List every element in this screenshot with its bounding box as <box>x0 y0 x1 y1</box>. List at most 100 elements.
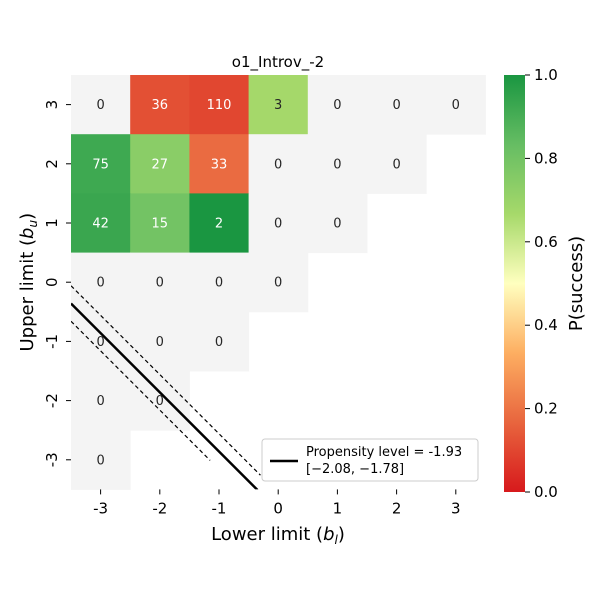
heatmap-cell <box>71 252 131 313</box>
x-tick-label: 0 <box>273 499 283 517</box>
cell-count-label: 0 <box>392 98 400 113</box>
cell-count-label: 0 <box>156 335 164 350</box>
colorbar-tick-label: 0.8 <box>534 149 558 167</box>
heatmap-cell <box>71 193 131 254</box>
x-axis-label-sub: l <box>335 533 339 547</box>
cell-count-label: 33 <box>211 157 228 172</box>
heatmap-cell <box>130 371 190 431</box>
propensity-lines <box>71 285 261 490</box>
colorbar-tick-label: 0.6 <box>534 233 558 251</box>
heatmap-cell <box>248 75 309 135</box>
cell-count-label: 2 <box>215 217 223 232</box>
x-tick-label: 3 <box>451 499 461 517</box>
y-tick-label: -3 <box>43 452 61 467</box>
y-tick-label: -2 <box>43 393 61 408</box>
colorbar: 0.0 0.2 0.4 0.6 0.8 1.0 P(success) <box>504 66 587 501</box>
cell-count-label: 15 <box>152 217 169 232</box>
x-tick-label: -3 <box>93 499 108 517</box>
y-tick-label: -1 <box>43 334 61 349</box>
y-tick-label: 1 <box>43 218 61 228</box>
heatmap-cell <box>426 75 486 135</box>
heatmap-cells: 0 36 110 3 0 0 0 75 27 33 0 0 0 42 15 2 0 0 0 0 0 0 0 0 0 0 0 0 <box>71 75 486 490</box>
y-axis-label-text: Upper limit ( <box>17 239 38 352</box>
heatmap-cell <box>130 134 190 194</box>
x-tick-label: 1 <box>333 499 343 517</box>
y-tick-label: 2 <box>43 159 61 169</box>
heatmap-cell <box>130 75 190 135</box>
cell-count-label: 42 <box>92 217 109 232</box>
heatmap-cell <box>367 134 427 194</box>
heatmap-cell <box>248 193 309 254</box>
heatmap-cell <box>248 134 309 194</box>
legend-label-level: Propensity level = -1.93 <box>306 445 462 460</box>
cell-count-label: 0 <box>333 98 341 113</box>
heatmap-cell <box>130 252 190 313</box>
cell-count-label: 0 <box>452 98 460 113</box>
cell-count-label: 0 <box>274 157 282 172</box>
cell-count-label: 36 <box>152 98 169 113</box>
cell-count-label: 0 <box>215 335 223 350</box>
x-tick-label: 2 <box>392 499 402 517</box>
cell-count-label: 0 <box>156 394 164 409</box>
cell-count-label: 0 <box>96 98 104 113</box>
x-tick-label: -1 <box>212 499 227 517</box>
cell-count-label: 0 <box>96 335 104 350</box>
colorbar-tick-label: 0.0 <box>534 483 558 501</box>
ci-upper-line <box>71 285 261 476</box>
cell-count-label: 27 <box>152 157 169 172</box>
cell-count-label: 0 <box>274 217 282 232</box>
x-axis-label: Lower limit (bl) <box>211 524 345 547</box>
heatmap-cell <box>189 75 250 135</box>
heatmap-cell <box>189 134 250 194</box>
cell-count-label: 0 <box>96 453 104 468</box>
heatmap-cell <box>367 75 427 135</box>
cell-count-label: 3 <box>274 98 282 113</box>
heatmap-cell <box>189 252 250 313</box>
x-tick-label: -2 <box>152 499 167 517</box>
colorbar-tick-label: 0.4 <box>534 316 558 334</box>
colorbar-tick-label: 1.0 <box>534 66 558 84</box>
heatmap-cell <box>71 371 131 431</box>
heatmap-cell <box>189 193 250 254</box>
heatmap-cell <box>307 75 368 135</box>
cell-count-label: 0 <box>96 394 104 409</box>
colorbar-gradient <box>504 75 525 492</box>
cell-count-label: 0 <box>156 276 164 291</box>
cell-count-label: 0 <box>333 217 341 232</box>
y-tick-labels: 3 2 1 0 -1 -2 -3 <box>43 100 71 467</box>
chart-title: o1_Introv_-2 <box>232 53 324 72</box>
heatmap-cell <box>71 134 131 194</box>
ci-lower-line <box>71 320 211 461</box>
heatmap-cell <box>71 311 131 372</box>
cell-count-label: 0 <box>274 276 282 291</box>
heatmap-cell <box>71 430 131 490</box>
heatmap-cell <box>307 193 368 254</box>
legend-label-ci: [−2.08, −1.78] <box>306 462 404 477</box>
propensity-line <box>71 302 259 490</box>
cell-count-label: 110 <box>207 98 232 113</box>
heatmap-cell <box>130 193 190 254</box>
cell-count-label: 0 <box>215 276 223 291</box>
x-tick-labels: -3 -2 -1 0 1 2 3 <box>93 489 461 517</box>
heatmap-cell <box>189 311 250 372</box>
y-axis-label-sub: u <box>26 220 40 228</box>
heatmap-cell <box>130 311 190 372</box>
cell-count-label: 75 <box>92 157 109 172</box>
cell-count-label: 0 <box>96 276 104 291</box>
y-tick-label: 0 <box>43 277 61 287</box>
cell-count-label: 0 <box>333 157 341 172</box>
legend-box <box>261 438 479 482</box>
y-axis-label-var: b <box>17 228 38 239</box>
heatmap-cell <box>248 252 309 313</box>
y-axis-label: Upper limit (bu) <box>17 213 40 352</box>
heatmap-cell <box>307 134 368 194</box>
legend: Propensity level = -1.93 [−2.08, −1.78] <box>261 438 479 482</box>
x-axis-label-var: b <box>323 524 334 545</box>
cell-count-label: 0 <box>392 157 400 172</box>
colorbar-label: P(success) <box>566 236 587 331</box>
colorbar-tick-label: 0.2 <box>534 400 558 418</box>
y-tick-label: 3 <box>43 100 61 110</box>
x-axis-label-text: Lower limit ( <box>211 524 323 545</box>
heatmap-cell <box>71 75 131 135</box>
